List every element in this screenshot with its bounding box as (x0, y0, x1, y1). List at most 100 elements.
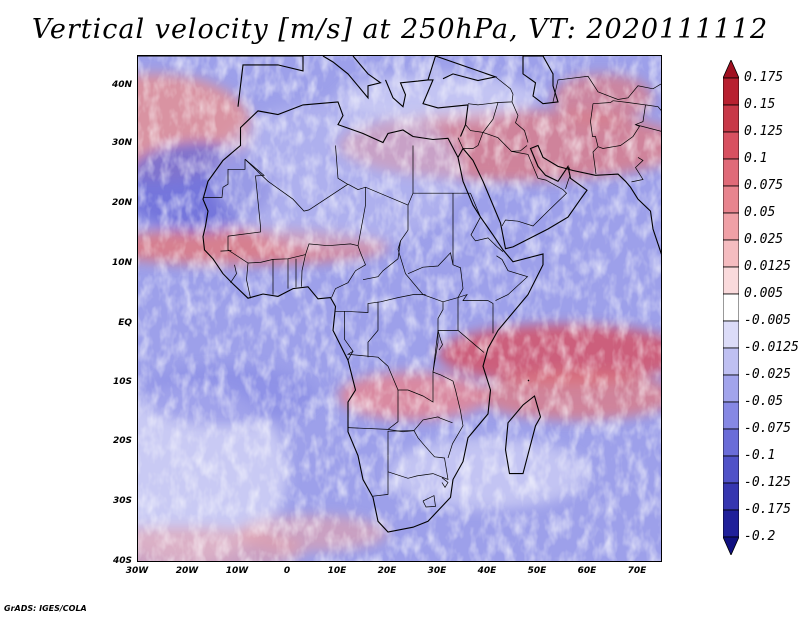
colorbar-swatch (723, 509, 739, 538)
colorbar-swatch (723, 212, 739, 241)
country-border (645, 104, 661, 111)
country-border (335, 294, 426, 313)
colorbar-label: -0.005 (744, 313, 791, 328)
lat-label-eq: EQ (118, 318, 132, 328)
country-border (220, 250, 232, 252)
seychelles (527, 379, 530, 382)
colorbar-swatch (723, 347, 739, 376)
country-border (437, 330, 443, 351)
country-border (631, 157, 644, 183)
colorbar-swatch (723, 131, 739, 160)
country-border (347, 416, 453, 433)
country-border (227, 236, 359, 264)
country-border (482, 102, 528, 152)
country-border (362, 240, 401, 281)
colorbar-label: 0.025 (744, 232, 784, 247)
lat-label-40n: 40N (111, 80, 132, 90)
lon-label-10w: 10W (225, 566, 249, 576)
country-border (387, 390, 399, 430)
lat-label-10s: 10S (112, 377, 132, 387)
country-border (452, 193, 464, 298)
country-border (301, 254, 306, 287)
country-border (335, 145, 348, 185)
lon-label-20w: 20W (175, 566, 199, 576)
country-border (432, 330, 464, 459)
lon-label-40e: 40E (477, 566, 497, 576)
country-border (592, 100, 646, 149)
country-border (344, 301, 444, 403)
colorbar-swatch (723, 185, 739, 214)
colorbar-label: -0.05 (744, 394, 784, 409)
colorbar-swatch (723, 536, 739, 555)
colorbar-swatch (723, 320, 739, 349)
lon-label-50e: 50E (527, 566, 547, 576)
colorbar-label: 0.005 (744, 286, 784, 301)
colorbar-swatch (723, 266, 739, 295)
colorbar-swatch (723, 77, 739, 106)
lon-label-30e: 30E (427, 566, 447, 576)
lon-label-70e: 70E (627, 566, 647, 576)
country-border (230, 264, 237, 283)
colorbar-swatch (723, 374, 739, 403)
lon-label-0: 0 (283, 566, 291, 576)
black-sea-coastline (427, 56, 498, 82)
colorbar-label: -0.1 (744, 448, 776, 463)
lat-label-10n: 10N (111, 258, 132, 268)
lon-label-20e: 20E (377, 566, 397, 576)
country-border (203, 159, 246, 198)
lat-label-20n: 20N (111, 198, 132, 208)
country-border (552, 75, 661, 102)
colorbar-swatch (723, 482, 739, 511)
country-border (441, 477, 449, 488)
colorbar-swatch (723, 60, 739, 79)
arabia-coastline (457, 144, 661, 255)
colorbar-label: -0.075 (744, 421, 791, 436)
country-border (347, 351, 354, 361)
country-border (635, 124, 661, 132)
lon-label-60e: 60E (577, 566, 597, 576)
colorbar-swatch (723, 239, 739, 268)
map-plot-area[interactable] (137, 55, 662, 562)
country-border (372, 455, 389, 497)
colorbar-label: 0.15 (744, 97, 776, 112)
colorbar-label: -0.175 (744, 502, 791, 517)
iberia-coastline (138, 56, 304, 107)
lat-label-30s: 30S (112, 496, 132, 506)
colorbar-label: 0.075 (744, 178, 784, 193)
lon-label-30w: 30W (125, 566, 149, 576)
lon-label-10e: 10E (327, 566, 347, 576)
country-border (407, 252, 454, 275)
country-border (244, 145, 414, 212)
colorbar-label: 0.175 (744, 70, 784, 85)
colorbar-label: -0.2 (744, 529, 776, 544)
country-border (590, 103, 599, 175)
colorbar-swatch (723, 293, 739, 322)
colorbar-label: -0.125 (744, 475, 791, 490)
country-border (470, 193, 504, 252)
colorbar-label: -0.0125 (744, 340, 799, 355)
colorbar-swatch (723, 428, 739, 457)
lat-label-40s: 40S (112, 556, 132, 566)
country-border (331, 187, 366, 298)
vertical-velocity-field (138, 56, 661, 561)
country-border (565, 167, 571, 190)
colorbar-swatch (723, 455, 739, 484)
colorbar-swatch (723, 104, 739, 133)
caspian-coastline (522, 56, 559, 105)
country-border (457, 124, 484, 149)
africa-coastline (202, 101, 544, 533)
map-title: Vertical velocity [m/s] at 250hPa, VT: 2… (31, 14, 769, 45)
colorbar-label: 0.05 (744, 205, 776, 220)
grads-credit: GrADS: IGES/COLA (4, 604, 87, 613)
country-border (511, 101, 529, 143)
italy-coastline (322, 56, 382, 100)
country-border (227, 158, 265, 237)
country-border (422, 495, 436, 508)
country-border (246, 262, 251, 299)
lat-label-30n: 30N (111, 138, 132, 148)
country-border (495, 255, 529, 301)
colorbar-label: 0.125 (744, 124, 784, 139)
eastern-med-coastline (384, 79, 469, 137)
colorbar-swatch (723, 401, 739, 430)
country-border (387, 430, 449, 481)
